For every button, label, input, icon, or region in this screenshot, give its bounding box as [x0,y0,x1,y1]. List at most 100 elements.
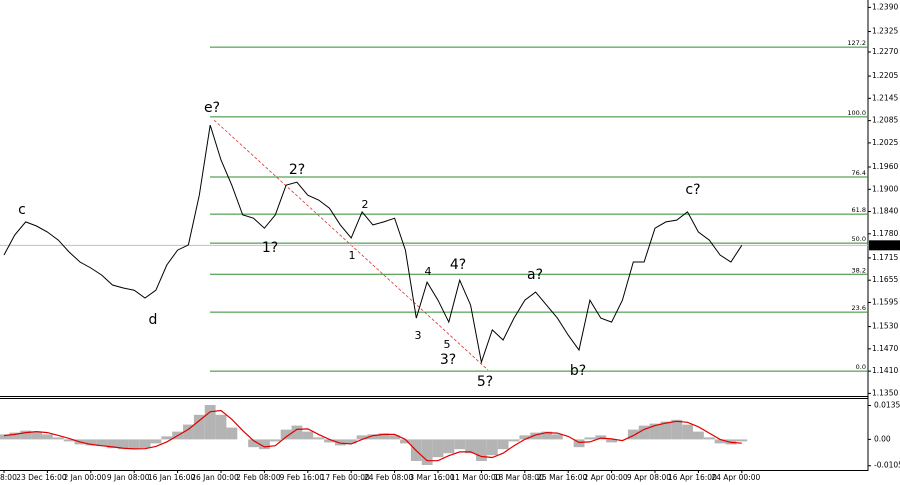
x-tick-label: 2 Feb 08:00 [236,473,281,482]
y-tick-label: 1.2390 [872,2,898,11]
fib-label: 0.0 [856,363,866,371]
osc-bar [703,437,715,440]
osc-bar [248,439,259,448]
osc-bar [497,439,509,450]
wave-label: 2 [362,198,369,211]
y-tick-label: 1.2270 [872,47,898,56]
wave-label: 5? [477,374,493,390]
y-tick-label: 1.2145 [872,93,898,102]
y-tick-label: 1.1350 [872,388,898,397]
osc-bar [551,434,563,440]
osc-bar [291,425,303,440]
osc-bar [378,433,390,440]
osc-bar [736,439,748,442]
wave-label: 2? [289,162,305,178]
y-tick-label: 1.1840 [872,207,898,216]
osc-bar [9,432,21,440]
wave-label: 1 [349,249,356,262]
osc-bar [530,432,542,440]
osc-bar [356,435,368,440]
osc-bar [693,431,704,440]
osc-bar [443,439,455,454]
osc-bar [161,436,173,440]
fib-label: 127.2 [847,39,866,47]
osc-bar [107,439,118,449]
price-line [3,124,743,365]
fib-label: 38.2 [852,266,866,274]
osc-bar [638,425,650,440]
osc-signal [3,409,742,462]
wave-label: d [149,312,158,328]
x-tick-label: 16 Apr 16:00 [668,473,717,482]
wave-label: c [18,202,26,218]
osc-bar [682,424,693,440]
osc-bar [269,439,281,442]
osc-bar [85,439,97,446]
y-tick-label: 1.2085 [872,116,898,125]
x-tick-label: 23 Dec 16:00 [16,473,67,482]
osc-bar [671,419,683,440]
wave-label: 3 [415,329,422,342]
osc-bar [52,437,64,440]
y-tick-label: 1.2205 [872,71,898,80]
osc-bar [96,439,108,447]
osc-bar [345,439,357,444]
x-tick-label: 9 Jan 08:00 [107,473,150,482]
x-tick-label: 16 Jan 16:00 [148,473,196,482]
osc-bar [541,431,552,440]
osc-bar [606,439,618,443]
osc-bar [0,434,10,440]
osc-bar [226,427,238,440]
osc-bar [302,431,314,440]
osc-bar [649,423,661,440]
osc-bar [573,439,585,448]
osc-bar [660,421,672,440]
osc-y-tick-label: -0.0105 [874,461,900,470]
y-tick-label: 1.2025 [872,138,898,147]
x-tick-label: 17 Feb 00:00 [321,473,370,482]
wave-label: 1? [262,240,278,256]
wave-label: 5 [444,338,451,351]
osc-bar [508,439,520,442]
osc-bar [367,434,379,440]
x-tick-label: 18 Mar 08:00 [494,473,544,482]
osc-bar [193,414,205,440]
fib-label: 50.0 [852,235,866,243]
osc-bar [117,439,129,450]
osc-bar [215,414,227,440]
wave-label: e? [204,100,220,116]
osc-bar [204,405,216,440]
x-tick-label: 25 Mar 16:00 [537,473,587,482]
wave-label: c? [685,182,700,198]
last-price-box [869,240,900,251]
osc-bar [259,439,270,450]
osc-bar [324,439,335,443]
osc-bar [334,439,346,446]
osc-bar [313,437,325,440]
y-tick-label: 1.1900 [872,184,898,193]
osc-bar [519,435,531,440]
osc-bar [128,439,140,450]
fib-label: 76.4 [852,169,866,177]
last-price-label: 1.1749 [872,240,898,249]
fib-label: 100.0 [847,109,866,117]
osc-y-tick-label: 0.00 [874,434,891,443]
osc-bar [20,430,32,440]
y-tick-label: 1.1960 [872,162,898,171]
x-tick-label: 9 Apr 08:00 [627,473,671,482]
fib-label: 23.6 [852,304,866,312]
x-tick-label: 8:00 [0,473,17,482]
x-tick-label: 9 Feb 16:00 [280,473,325,482]
osc-bar [584,437,596,440]
osc-bar [454,439,466,450]
y-tick-label: 1.1715 [872,253,898,262]
osc-bar [63,439,75,442]
osc-bar [400,439,411,444]
y-tick-label: 1.1780 [872,229,898,238]
osc-bar [183,424,194,440]
x-tick-label: 24 Feb 08:00 [364,473,413,482]
y-tick-label: 1.1595 [872,297,898,306]
wave-label: b? [570,363,586,379]
